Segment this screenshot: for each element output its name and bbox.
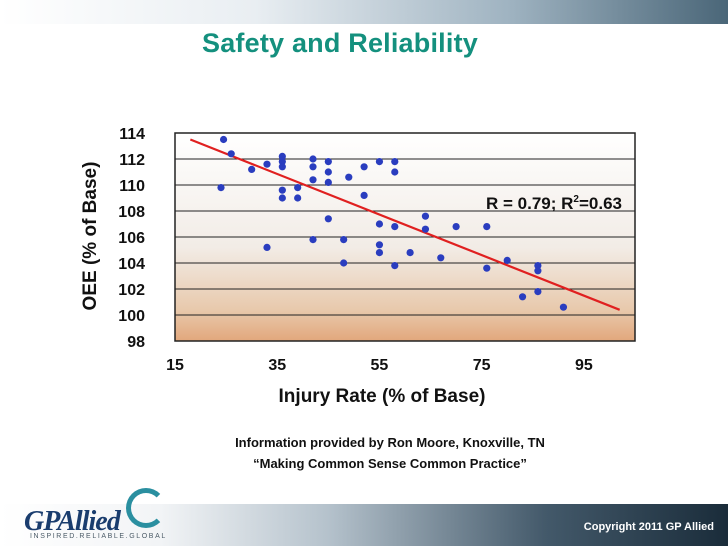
data-point bbox=[503, 256, 511, 264]
data-point bbox=[278, 158, 286, 166]
data-point bbox=[294, 184, 302, 192]
gridlines bbox=[175, 158, 635, 316]
data-point bbox=[421, 225, 430, 233]
logo-tagline: INSPIRED.RELIABLE.GLOBAL bbox=[30, 533, 167, 540]
data-point bbox=[406, 249, 414, 257]
data-point bbox=[391, 262, 399, 270]
data-point bbox=[217, 184, 225, 192]
data-point bbox=[324, 158, 332, 166]
data-point bbox=[559, 303, 568, 311]
data-point bbox=[345, 173, 353, 181]
y-tick-label: 114 bbox=[119, 126, 145, 143]
data-point bbox=[309, 163, 317, 171]
x-tick-label: 75 bbox=[473, 357, 491, 374]
data-points bbox=[217, 135, 568, 311]
credit-line-1: Information provided by Ron Moore, Knoxv… bbox=[235, 435, 545, 450]
footer-bar bbox=[0, 504, 728, 546]
data-point bbox=[248, 165, 256, 173]
data-point bbox=[309, 176, 317, 184]
data-point bbox=[219, 135, 228, 144]
data-point bbox=[483, 264, 491, 272]
data-point bbox=[375, 158, 384, 166]
trendline bbox=[189, 138, 621, 311]
logo-wordmark: GPAllied bbox=[24, 506, 121, 537]
data-point bbox=[375, 220, 384, 228]
copyright-notice: Copyright 2011 GP Allied bbox=[583, 521, 714, 533]
data-point bbox=[534, 267, 542, 275]
data-point bbox=[375, 241, 384, 249]
credit-line-2: “Making Common Sense Common Practice” bbox=[253, 456, 527, 471]
data-point bbox=[324, 178, 332, 186]
data-point bbox=[278, 163, 286, 171]
x-tick-label: 55 bbox=[371, 357, 389, 374]
data-point bbox=[360, 163, 368, 171]
data-point bbox=[278, 186, 286, 194]
top-banner-strip bbox=[0, 0, 728, 24]
y-tick-label: 98 bbox=[127, 334, 145, 351]
data-point bbox=[483, 223, 491, 231]
y-tick-label: 108 bbox=[118, 204, 145, 221]
y-tick-label: 110 bbox=[119, 178, 145, 195]
x-tick-label: 95 bbox=[575, 357, 593, 374]
data-point bbox=[375, 249, 384, 257]
data-point bbox=[340, 236, 348, 244]
data-point bbox=[324, 168, 332, 176]
data-point bbox=[534, 288, 542, 296]
x-axis-label: Injury Rate (% of Base) bbox=[279, 386, 486, 407]
data-point bbox=[227, 150, 235, 158]
source-credit: Information provided by Ron Moore, Knoxv… bbox=[200, 432, 580, 474]
data-point bbox=[278, 194, 286, 202]
data-point bbox=[309, 155, 317, 163]
slide-title: Safety and Reliability bbox=[202, 28, 478, 58]
x-tick-labels: 15 35 55 75 95 bbox=[166, 357, 593, 374]
scatter-chart: 98 100 102 104 106 108 110 112 114 15 35 55 75 95 R … bbox=[80, 126, 636, 407]
y-axis-label: OEE (% of Base) bbox=[80, 162, 101, 311]
data-point bbox=[452, 223, 460, 231]
correlation-annotation: R = 0.79; R2=0.63 bbox=[486, 194, 622, 213]
y-tick-label: 104 bbox=[118, 256, 145, 273]
data-point bbox=[534, 262, 542, 270]
data-point bbox=[294, 194, 302, 202]
x-tick-label: 15 bbox=[166, 357, 184, 374]
data-point bbox=[391, 158, 399, 166]
data-point bbox=[263, 160, 271, 168]
data-point bbox=[324, 215, 332, 223]
annotation-prefix: R = 0.79; R bbox=[486, 194, 573, 213]
annotation-sup: 2 bbox=[573, 194, 579, 205]
data-point bbox=[340, 259, 348, 267]
annotation-suffix: =0.63 bbox=[579, 194, 622, 213]
data-point bbox=[437, 254, 445, 262]
data-point bbox=[421, 212, 430, 220]
y-tick-label: 100 bbox=[118, 308, 145, 325]
data-point bbox=[278, 152, 286, 160]
y-tick-label: 112 bbox=[119, 152, 145, 169]
company-logo: GPAllied INSPIRED.RELIABLE.GLOBAL bbox=[14, 486, 204, 544]
y-tick-labels: 98 100 102 104 106 108 110 112 114 bbox=[118, 126, 145, 351]
y-tick-label: 102 bbox=[118, 282, 145, 299]
x-tick-label: 35 bbox=[268, 357, 286, 374]
data-point bbox=[518, 293, 527, 301]
logo-ring-icon bbox=[126, 488, 166, 528]
data-point bbox=[263, 243, 271, 251]
data-point bbox=[391, 168, 399, 176]
data-point bbox=[360, 191, 368, 199]
data-point bbox=[309, 236, 317, 244]
y-tick-label: 106 bbox=[118, 230, 145, 247]
data-point bbox=[391, 223, 399, 231]
